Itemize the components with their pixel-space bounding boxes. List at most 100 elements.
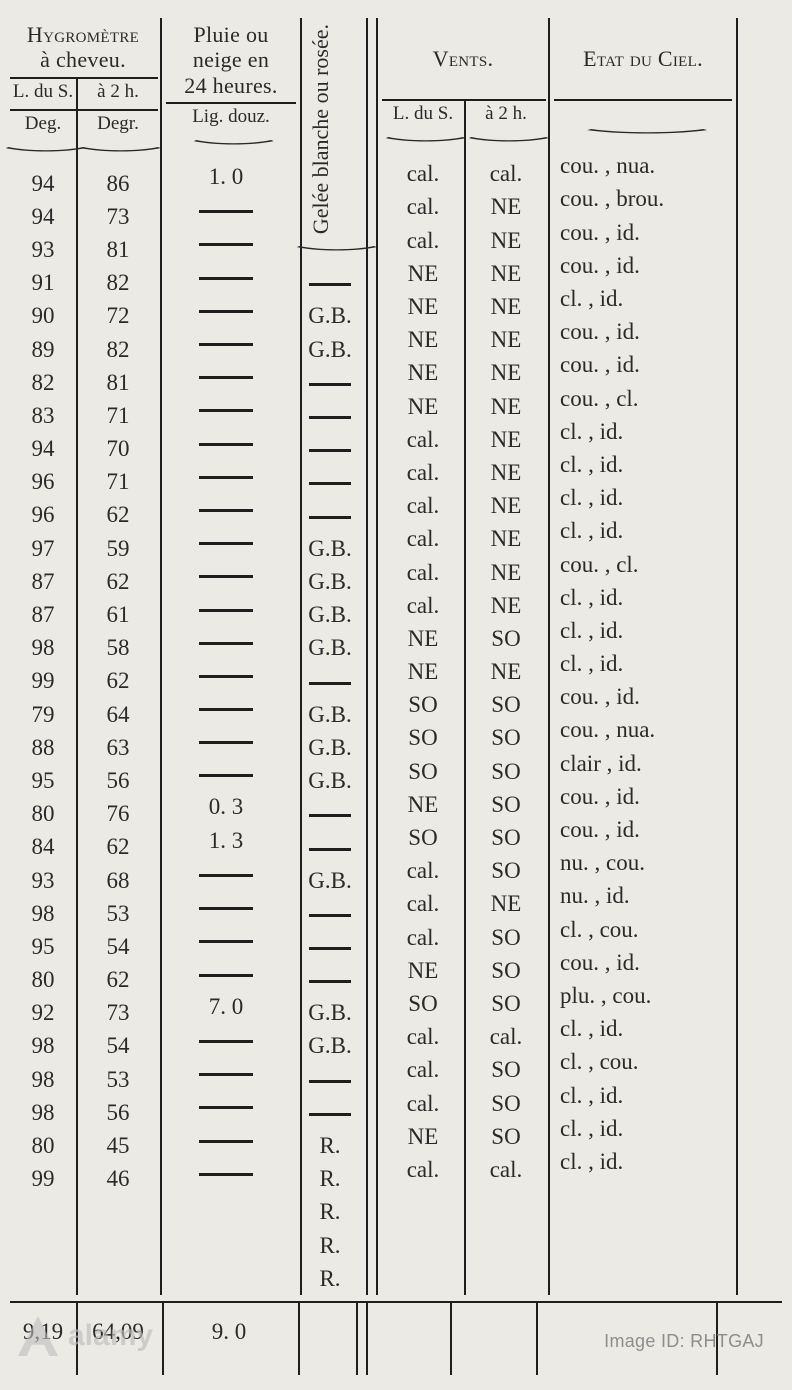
table-cell: cal.: [382, 157, 464, 190]
table-cell: 45: [78, 1129, 158, 1162]
total-g: [298, 1303, 358, 1375]
table-cell: 71: [78, 399, 158, 432]
table-cell: 97: [10, 532, 76, 565]
table-cell: 80: [10, 963, 76, 996]
table-cell: 70: [78, 432, 158, 465]
table-cell: NE: [466, 489, 546, 522]
table-cell: 96: [10, 498, 76, 531]
brace-icon: ︶: [467, 141, 545, 151]
col-pluie: Pluie ou neige en 24 heures. Lig. douz. …: [160, 18, 296, 1295]
table-cell: 96: [10, 465, 76, 498]
table-cell: cal.: [382, 1053, 464, 1086]
sub-degr: Degr.: [78, 109, 158, 141]
table-cell: [166, 525, 286, 558]
total-v1: [366, 1303, 450, 1375]
table-cell: [166, 591, 286, 624]
table-cell: NE: [382, 788, 464, 821]
table-cell: 46: [78, 1162, 158, 1195]
table-cell: cl. , id.: [554, 1012, 732, 1045]
table-cell: [306, 830, 354, 863]
empty-dash-icon: [199, 907, 253, 910]
table-cell: cou. , nua.: [554, 713, 732, 746]
table-cell: G.B.: [306, 731, 354, 764]
table-cell: 79: [10, 698, 76, 731]
empty-dash-icon: [309, 283, 351, 286]
table-cell: NE: [466, 655, 546, 688]
table-cell: cl. , id.: [554, 614, 732, 647]
document-page: Hygromètre à cheveu. L. du S. Deg. ︶ 949…: [0, 0, 792, 1390]
table-cell: [166, 956, 286, 989]
table-cell: cl. , cou.: [554, 913, 732, 946]
table-cell: 73: [78, 996, 158, 1029]
table-cell: SO: [466, 821, 546, 854]
empty-dash-icon: [199, 774, 253, 777]
empty-dash-icon: [309, 914, 351, 917]
table-cell: R.: [306, 1229, 354, 1262]
empty-dash-icon: [309, 682, 351, 685]
empty-dash-icon: [309, 449, 351, 452]
table-cell: 94: [10, 200, 76, 233]
table-cell: G.B.: [306, 698, 354, 731]
sub-a2h: à 2 h.: [78, 77, 158, 109]
col-hygrometre: Hygromètre à cheveu. L. du S. Deg. ︶ 949…: [10, 18, 156, 1295]
table-cell: [166, 226, 286, 259]
table-cell: 80: [10, 797, 76, 830]
table-cell: 62: [78, 963, 158, 996]
table-cell: cal.: [382, 854, 464, 887]
table-cell: 98: [10, 1063, 76, 1096]
table-cell: [306, 963, 354, 996]
empty-dash-icon: [309, 416, 351, 419]
empty-dash-icon: [199, 642, 253, 645]
table-cell: cl. , id.: [554, 481, 732, 514]
table-cell: cou. , cl.: [554, 382, 732, 415]
table-cell: 53: [78, 1063, 158, 1096]
table-cell: G.B.: [306, 598, 354, 631]
table-cell: 80: [10, 1129, 76, 1162]
table-cell: [166, 724, 286, 757]
table-cell: [166, 757, 286, 790]
table-cell: cal.: [382, 887, 464, 920]
table-cell: 62: [78, 498, 158, 531]
table-cell: NE: [382, 390, 464, 423]
table-cell: [166, 359, 286, 392]
table-cell: NE: [382, 356, 464, 389]
table-cell: 91: [10, 266, 76, 299]
empty-dash-icon: [199, 1173, 253, 1176]
table-cell: 98: [10, 631, 76, 664]
table-cell: 59: [78, 532, 158, 565]
empty-dash-icon: [199, 443, 253, 446]
table-cell: cal.: [382, 522, 464, 555]
table-cell: clair , id.: [554, 747, 732, 780]
table-cell: NE: [466, 190, 546, 223]
table-cell: cl. , id.: [554, 647, 732, 680]
table-cell: NE: [466, 556, 546, 589]
brace-icon: ︶: [79, 151, 157, 161]
table-cell: cl. , id.: [554, 514, 732, 547]
empty-dash-icon: [309, 1080, 351, 1083]
sub-lig: Lig. douz.: [166, 102, 296, 134]
table-cell: SO: [466, 954, 546, 987]
etat-rule: [554, 99, 732, 123]
table-cell: [166, 558, 286, 591]
table-cell: cou. , cl.: [554, 548, 732, 581]
table-cell: [306, 498, 354, 531]
table-cell: [306, 1096, 354, 1129]
hdr-gelee: Gelée blanche ou rosée.: [306, 18, 362, 240]
empty-dash-icon: [199, 874, 253, 877]
table-cell: NE: [382, 290, 464, 323]
table-cell: [166, 193, 286, 226]
table-cell: G.B.: [306, 764, 354, 797]
table-cell: cou. , id.: [554, 216, 732, 249]
table-cell: 81: [78, 233, 158, 266]
sub-ldus: L. du S.: [10, 77, 76, 109]
table-cell: cou. , id.: [554, 249, 732, 282]
table-cell: R.: [306, 1162, 354, 1195]
table-cell: cal.: [382, 1020, 464, 1053]
empty-dash-icon: [309, 947, 351, 950]
table-cell: cl. , id.: [554, 1112, 732, 1145]
table-cell: 93: [10, 864, 76, 897]
table-cell: 82: [10, 366, 76, 399]
table-cell: G.B.: [306, 299, 354, 332]
table-cell: 82: [78, 333, 158, 366]
table-cell: cl. , id.: [554, 1079, 732, 1112]
